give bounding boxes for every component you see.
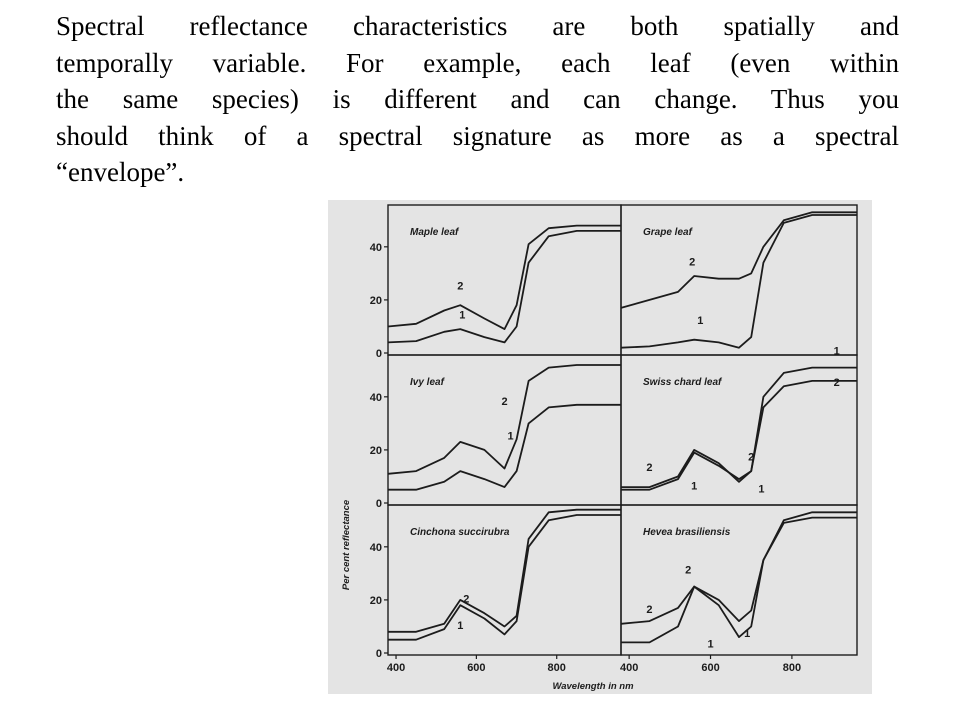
panel-title: Cinchona succirubra [410, 527, 510, 538]
panel-title: Ivy leaf [410, 377, 446, 388]
text-line: temporally variable. For example, each l… [56, 47, 899, 78]
series-number-label: 2 [689, 256, 695, 268]
text-line: Spectral reflectance characteristics are… [56, 11, 899, 41]
x-tick-label: 800 [783, 662, 801, 674]
series-line [620, 211, 857, 309]
series-line [620, 516, 857, 625]
panel-title: Hevea brasiliensis [643, 527, 731, 538]
x-tick-label: 600 [467, 662, 485, 674]
y-tick-label: 0 [376, 648, 382, 660]
y-tick-label: 0 [376, 498, 382, 510]
series-line [620, 214, 857, 349]
series-number-label: 1 [507, 430, 513, 442]
series-line [388, 514, 621, 641]
series-line [388, 403, 621, 491]
y-tick-label: 20 [370, 595, 382, 607]
x-tick-label: 600 [701, 662, 719, 674]
series-number-label: 2 [834, 377, 840, 389]
series-number-label: 1 [457, 620, 463, 632]
y-tick-label: 40 [370, 542, 382, 554]
panel-frame [620, 504, 858, 656]
series-number-label: 1 [834, 345, 840, 357]
y-tick-label: 20 [370, 445, 382, 457]
series-line [387, 364, 621, 475]
series-number-label: 1 [459, 309, 465, 321]
series-number-label: 1 [707, 639, 713, 651]
panel-title: Swiss chard leaf [643, 377, 723, 388]
series-line [387, 230, 621, 344]
chart-panel: Hevea brasiliensis 1 1 2 2 400 600 800 [620, 504, 858, 674]
series-line [621, 511, 857, 644]
series-number-label: 2 [685, 564, 691, 576]
series-number-label: 2 [501, 396, 507, 408]
reflectance-chart-svg: Per cent reflectance Wavelength in nm Ma… [341, 204, 858, 692]
text-line: the same species) is different and can c… [56, 84, 899, 114]
series-number-label: 1 [691, 481, 697, 493]
y-tick-label: 40 [370, 392, 382, 404]
chart-panel: Swiss chard leaf 1 1 1 2 2 2 [620, 345, 858, 506]
x-tick-label: 400 [620, 662, 638, 674]
y-tick-label: 40 [370, 242, 382, 254]
x-tick-label: 800 [548, 662, 566, 674]
reflectance-figure: Per cent reflectance Wavelength in nm Ma… [328, 200, 872, 694]
slide-text: Spectral reflectance characteristics are… [56, 8, 899, 191]
chart-panel: Grape leaf 1 2 [620, 204, 858, 356]
y-tick-label: 0 [376, 348, 382, 360]
panel-title: Grape leaf [643, 227, 694, 238]
series-line [621, 366, 857, 488]
y-tick-label: 20 [370, 295, 382, 307]
series-number-label: 1 [697, 315, 703, 327]
y-axis-label: Per cent reflectance [341, 499, 352, 590]
x-axis-label: Wavelength in nm [552, 681, 634, 692]
text-line: “envelope”. [56, 157, 185, 187]
series-number-label: 2 [646, 604, 652, 616]
series-number-label: 2 [457, 280, 463, 292]
text-line: should think of a spectral signature as … [56, 120, 899, 151]
series-number-label: 2 [646, 462, 652, 474]
series-number-label: 1 [758, 483, 764, 495]
series-number-label: 1 [744, 628, 750, 640]
series-line [621, 380, 857, 491]
x-tick-label: 400 [387, 662, 405, 674]
series-line [387, 224, 621, 330]
series-line [388, 508, 621, 633]
panel-title: Maple leaf [410, 227, 460, 238]
series-number-label: 2 [463, 594, 469, 606]
series-number-label: 2 [748, 452, 754, 464]
